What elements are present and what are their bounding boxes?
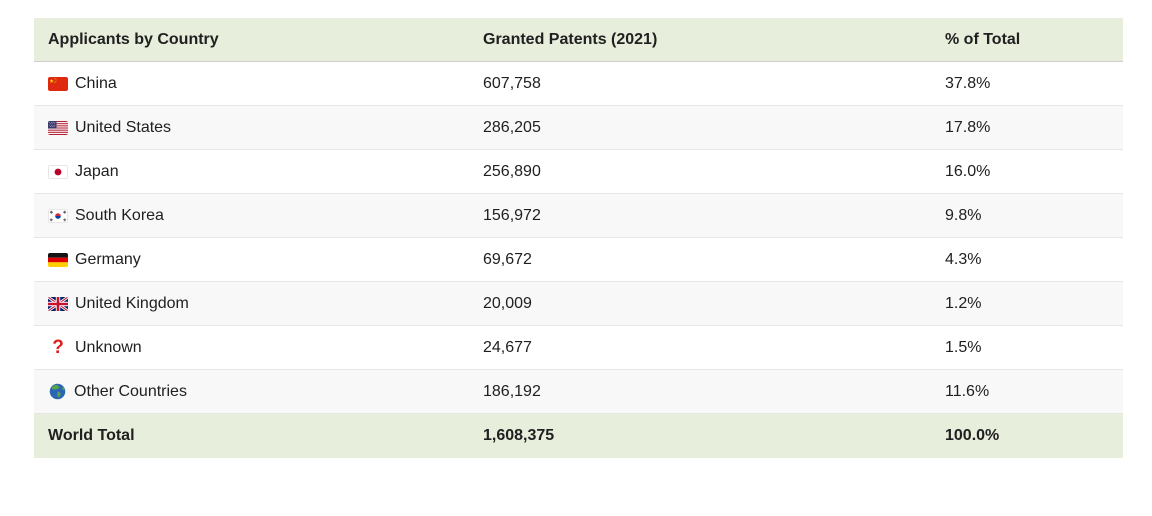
- question-mark-icon: ?: [52, 336, 64, 358]
- country-cell: United Kingdom: [34, 281, 469, 326]
- percent-cell: 16.0%: [931, 149, 1123, 194]
- table-row-germany: Germany 69,672 4.3%: [34, 237, 1123, 282]
- country-cell: ? Unknown: [34, 325, 469, 370]
- patents-cell: 186,192: [469, 369, 931, 414]
- uk-flag-icon: [48, 296, 68, 311]
- patents-cell: 256,890: [469, 149, 931, 194]
- country-label: Germany: [75, 250, 141, 268]
- table-row-other-countries: Other Countries 186,192 11.6%: [34, 369, 1123, 414]
- total-label-cell: World Total: [34, 413, 469, 458]
- country-cell: Other Countries: [34, 369, 469, 414]
- country-label: Other Countries: [74, 382, 187, 400]
- japan-flag-icon: [48, 164, 68, 179]
- patents-cell: 286,205: [469, 105, 931, 150]
- total-patents-cell: 1,608,375: [469, 413, 931, 458]
- country-cell: United States: [34, 105, 469, 150]
- china-flag-icon: [48, 76, 68, 91]
- table-row-japan: Japan 256,890 16.0%: [34, 149, 1123, 194]
- country-label: United States: [75, 118, 172, 136]
- patents-cell: 24,677: [469, 325, 931, 370]
- header-row: Applicants by Country Granted Patents (2…: [34, 18, 1123, 62]
- country-label: Unknown: [75, 338, 142, 356]
- percent-cell: 1.5%: [931, 325, 1123, 370]
- table-row-china: China 607,758 37.8%: [34, 61, 1123, 106]
- country-label: United Kingdom: [75, 294, 189, 312]
- header-cell-country: Applicants by Country: [34, 18, 469, 62]
- table-row-south-korea: South Korea 156,972 9.8%: [34, 193, 1123, 238]
- country-cell: Germany: [34, 237, 469, 282]
- table-row-unknown: ? Unknown 24,677 1.5%: [34, 325, 1123, 370]
- country-cell: Japan: [34, 149, 469, 194]
- percent-cell: 9.8%: [931, 193, 1123, 238]
- table-row-united-kingdom: United Kingdom 20,009 1.2%: [34, 281, 1123, 326]
- percent-cell: 11.6%: [931, 369, 1123, 414]
- south-korea-flag-icon: [48, 208, 68, 223]
- percent-cell: 37.8%: [931, 61, 1123, 106]
- header-cell-percent: % of Total: [931, 18, 1123, 62]
- us-flag-icon: [48, 120, 68, 135]
- percent-cell: 17.8%: [931, 105, 1123, 150]
- country-label: South Korea: [75, 206, 164, 224]
- country-label: Japan: [75, 162, 119, 180]
- table-row-united-states: United States 286,205 17.8%: [34, 105, 1123, 150]
- patents-cell: 156,972: [469, 193, 931, 238]
- header-cell-patents: Granted Patents (2021): [469, 18, 931, 62]
- total-percent-cell: 100.0%: [931, 413, 1123, 458]
- country-cell: South Korea: [34, 193, 469, 238]
- total-row: World Total 1,608,375 100.0%: [34, 413, 1123, 458]
- percent-cell: 1.2%: [931, 281, 1123, 326]
- globe-icon: [49, 383, 66, 400]
- patents-cell: 69,672: [469, 237, 931, 282]
- country-cell: China: [34, 61, 469, 106]
- percent-cell: 4.3%: [931, 237, 1123, 282]
- patents-by-country-table: Applicants by Country Granted Patents (2…: [34, 18, 1123, 458]
- country-label: China: [75, 74, 117, 92]
- germany-flag-icon: [48, 252, 68, 267]
- patents-cell: 607,758: [469, 61, 931, 106]
- patents-cell: 20,009: [469, 281, 931, 326]
